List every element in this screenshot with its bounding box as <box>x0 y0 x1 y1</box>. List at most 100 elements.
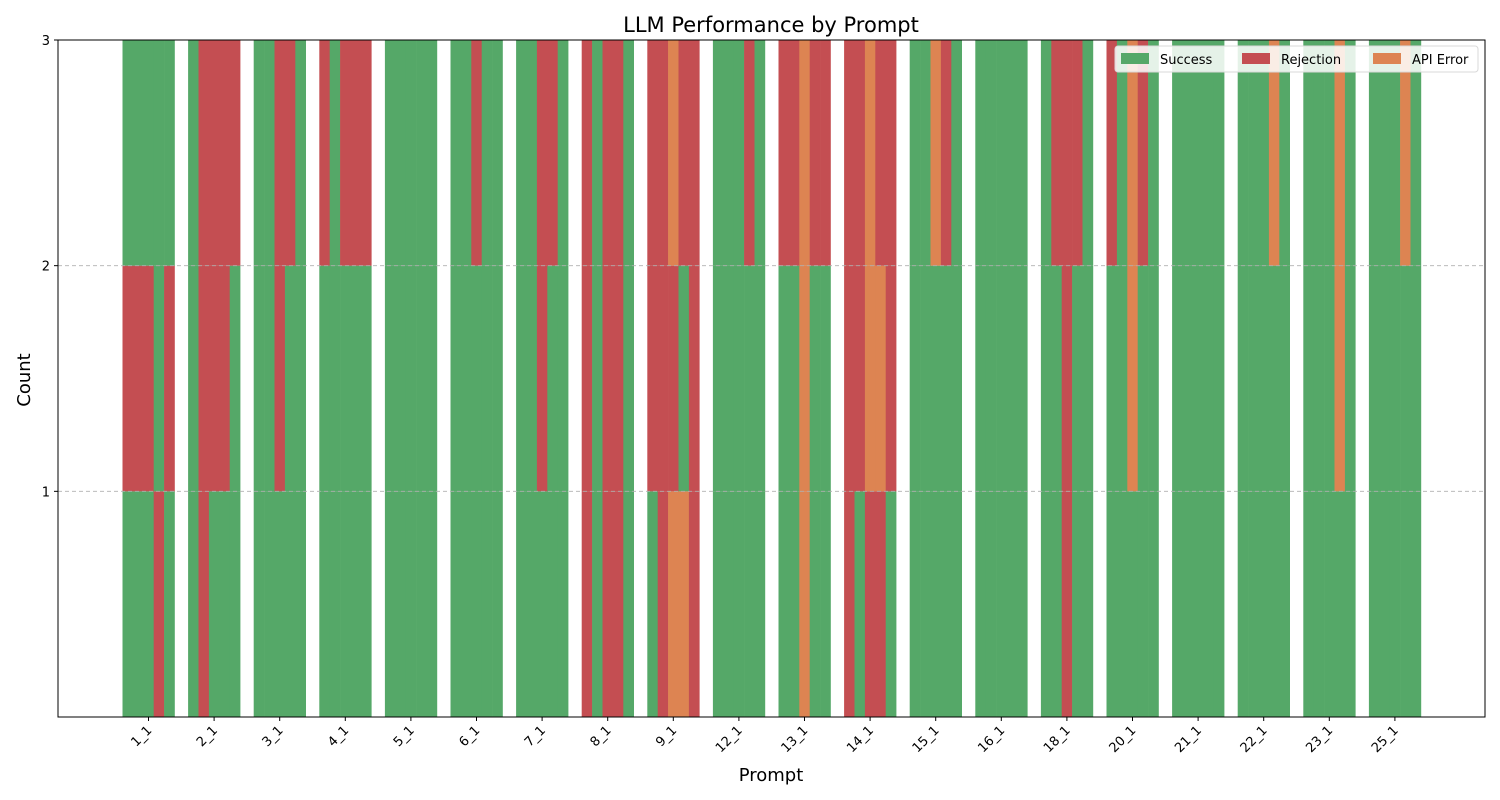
bar-segment-13_1-run3-m2 <box>788 40 800 266</box>
bar-segment-7_1-run2-m2 <box>526 265 538 492</box>
bar-segment-15_1-run2-m1 <box>909 265 921 492</box>
bar-segment-8_1-run2-m3 <box>602 265 614 492</box>
bar-segment-22_1-run1-m5 <box>1279 491 1290 717</box>
bar-segment-8_1-run2-m2 <box>592 265 603 492</box>
bar-segment-3_1-run3-m1 <box>253 40 265 266</box>
bar-segment-7_1-run1-m1 <box>516 491 527 717</box>
bar-segment-16_1-run1-m4 <box>1006 491 1018 717</box>
x-axis: 1_1 2_1 3_1 4_1 5_1 6_1 7_1 8_1 9_1 12_1 13_1 14_1 1… <box>128 717 1402 756</box>
bar-segment-7_1-run2-m5 <box>557 265 569 492</box>
bar-segment-23_1-run1-m4 <box>1334 491 1346 717</box>
bar-segment-4_1-run1-m5 <box>360 491 372 717</box>
bar-segment-12_1-run1-m1 <box>712 491 724 717</box>
bar-segment-5_1-run1-m3 <box>405 491 417 717</box>
bar-segment-25_1-run1-m1 <box>1368 491 1380 717</box>
bar-segment-5_1-run1-m4 <box>416 491 427 717</box>
bar-segment-8_1-run3-m4 <box>612 40 624 266</box>
bar-segment-22_1-run1-m2 <box>1248 491 1259 717</box>
bar-segment-1_1-run2-m1 <box>122 265 134 492</box>
y-tick-label-2: 2 <box>42 260 50 275</box>
bar-segment-4_1-run2-m5 <box>360 265 372 492</box>
bar-segment-8_1-run1-m1 <box>581 491 593 717</box>
bar-segment-13_1-run3-m1 <box>778 40 790 266</box>
x-tick-label-7_1: 7_1 <box>522 723 549 750</box>
bar-segment-18_1-run1-m2 <box>1051 491 1062 717</box>
bar-segment-20_1-run1-m2 <box>1116 491 1128 717</box>
bar-segment-21_1-run1-m1 <box>1172 491 1183 717</box>
bar-segment-6_1-run2-m2 <box>460 265 472 492</box>
bar-segment-1_1-run2-m3 <box>143 265 154 492</box>
bar-segment-23_1-run2-m3 <box>1324 265 1335 492</box>
bar-segment-3_1-run3-m3 <box>274 40 286 266</box>
bar-segment-5_1-run3-m5 <box>426 40 438 266</box>
x-tick-label-3_1: 3_1 <box>260 723 287 750</box>
bar-segment-20_1-run2-m2 <box>1116 265 1128 492</box>
bar-segment-13_1-run2-m2 <box>788 265 800 492</box>
bar-segment-13_1-run3-m5 <box>820 40 831 266</box>
bar-segment-23_1-run2-m5 <box>1344 265 1356 492</box>
bar-segment-2_1-run2-m4 <box>219 265 230 492</box>
bar-segment-5_1-run2-m4 <box>416 265 427 492</box>
bar-segment-15_1-run3-m1 <box>909 40 921 266</box>
bar-segment-2_1-run3-m5 <box>229 40 241 266</box>
bar-segment-8_1-run1-m5 <box>623 491 634 717</box>
bar-segment-15_1-run2-m4 <box>940 265 952 492</box>
bar-segment-6_1-run1-m4 <box>481 491 493 717</box>
bar-segment-6_1-run3-m2 <box>460 40 472 266</box>
bar-segment-16_1-run2-m5 <box>1016 265 1028 492</box>
bar-segment-21_1-run3-m4 <box>1203 40 1214 266</box>
x-tick-label-13_1: 13_1 <box>779 723 812 756</box>
bar-segment-9_1-run3-m4 <box>678 40 690 266</box>
x-axis-label: Prompt <box>739 765 804 786</box>
bar-segment-5_1-run1-m2 <box>395 491 406 717</box>
bar-segment-25_1-run3-m2 <box>1379 40 1390 266</box>
y-tick-label-3: 3 <box>42 34 50 49</box>
bar-segment-21_1-run3-m2 <box>1182 40 1194 266</box>
bar-segment-21_1-run2-m4 <box>1203 265 1214 492</box>
bar-segment-23_1-run2-m4 <box>1334 265 1346 492</box>
bar-segment-3_1-run1-m1 <box>253 491 265 717</box>
bar-segment-4_1-run3-m4 <box>350 40 362 266</box>
bar-segment-2_1-run2-m1 <box>188 265 199 492</box>
bar-segment-3_1-run2-m4 <box>284 265 296 492</box>
bar-segment-15_1-run3-m5 <box>951 40 962 266</box>
bar-segment-13_1-run3-m4 <box>809 40 821 266</box>
bar-segment-3_1-run3-m2 <box>264 40 275 266</box>
x-tick-label-14_1: 14_1 <box>844 723 877 756</box>
x-tick-label-12_1: 12_1 <box>713 723 746 756</box>
x-tick-label-4_1: 4_1 <box>325 723 352 750</box>
bar-segment-18_1-run2-m1 <box>1040 265 1052 492</box>
bar-segment-14_1-run1-m1 <box>844 491 855 717</box>
bar-segment-3_1-run3-m5 <box>295 40 306 266</box>
bar-segment-12_1-run1-m4 <box>744 491 755 717</box>
bar-segment-5_1-run3-m1 <box>384 40 396 266</box>
bar-segment-21_1-run1-m4 <box>1203 491 1214 717</box>
bar-segment-23_1-run1-m1 <box>1303 491 1314 717</box>
y-axis: 1 2 3 <box>42 34 58 500</box>
chart-title: LLM Performance by Prompt <box>623 13 919 37</box>
bar-segment-18_1-run1-m1 <box>1040 491 1052 717</box>
bar-segment-7_1-run2-m4 <box>547 265 558 492</box>
bar-segment-12_1-run2-m4 <box>744 265 755 492</box>
plot-frame <box>57 39 1486 718</box>
bar-segment-3_1-run1-m4 <box>284 491 296 717</box>
bar-segment-21_1-run2-m3 <box>1192 265 1204 492</box>
bar-segment-15_1-run3-m2 <box>920 40 931 266</box>
bar-segment-15_1-run2-m5 <box>951 265 962 492</box>
bar-segment-8_1-run1-m4 <box>612 491 624 717</box>
bar-segment-23_1-run3-m3 <box>1324 40 1335 266</box>
x-tick-label-6_1: 6_1 <box>456 723 483 750</box>
bar-segment-6_1-run2-m4 <box>481 265 493 492</box>
bar-segment-8_1-run3-m5 <box>623 40 634 266</box>
bar-segment-1_1-run2-m5 <box>164 265 175 492</box>
bar-segment-6_1-run3-m5 <box>492 40 503 266</box>
bar-segment-1_1-run3-m2 <box>132 40 144 266</box>
bar-segment-13_1-run1-m1 <box>778 491 790 717</box>
bar-segment-5_1-run2-m2 <box>395 265 406 492</box>
bar-segment-25_1-run1-m5 <box>1410 491 1422 717</box>
bar-segment-2_1-run2-m2 <box>198 265 210 492</box>
bar-segment-15_1-run1-m3 <box>930 491 942 717</box>
x-tick-label-8_1: 8_1 <box>588 723 615 750</box>
bar-segment-4_1-run3-m2 <box>329 40 341 266</box>
bar-segment-22_1-run3-m5 <box>1279 40 1290 266</box>
